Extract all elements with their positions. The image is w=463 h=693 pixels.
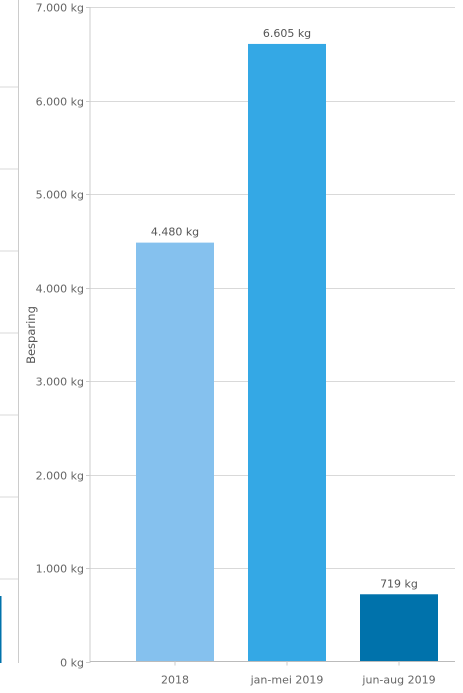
x-tick-label: jan-mei 2019 (250, 674, 324, 687)
x-tick-label: 2018 (161, 674, 189, 687)
x-axis-ticks: 2018 jan-mei 2019 jun-aug 2019 (161, 661, 436, 687)
y-tick-label: 6.000 kg (36, 96, 84, 109)
y-axis-title: Besparing (24, 306, 38, 364)
x-tick-label: jun-aug 2019 (361, 674, 435, 687)
bar-value-label: 4.480 kg (151, 226, 199, 239)
y-tick-label: 5.000 kg (36, 189, 84, 202)
y-tick-label: 1.000 kg (36, 563, 84, 576)
adjacent-chart-bar (0, 596, 2, 663)
y-tick-label: 2.000 kg (36, 470, 84, 483)
y-axis-ticks: 0 kg 1.000 kg 2.000 kg 3.000 kg 4.000 kg 5.00… (36, 2, 90, 670)
bar-2018[interactable] (136, 242, 214, 662)
bar-jan-mei-2019[interactable] (248, 43, 326, 662)
y-tick-label: 3.000 kg (36, 376, 84, 389)
y-tick-label: 4.000 kg (36, 283, 84, 296)
bar-value-label: 719 kg (380, 577, 418, 590)
y-tick-label: 7.000 kg (36, 2, 84, 15)
adjacent-chart-fragment (0, 0, 19, 663)
bar-value-label: 6.605 kg (263, 27, 311, 40)
bar-jun-aug-2019[interactable] (360, 594, 438, 662)
y-tick-label: 0 kg (60, 657, 84, 670)
value-labels: 4.480 kg 6.605 kg 719 kg (151, 27, 418, 590)
bars (136, 43, 438, 662)
